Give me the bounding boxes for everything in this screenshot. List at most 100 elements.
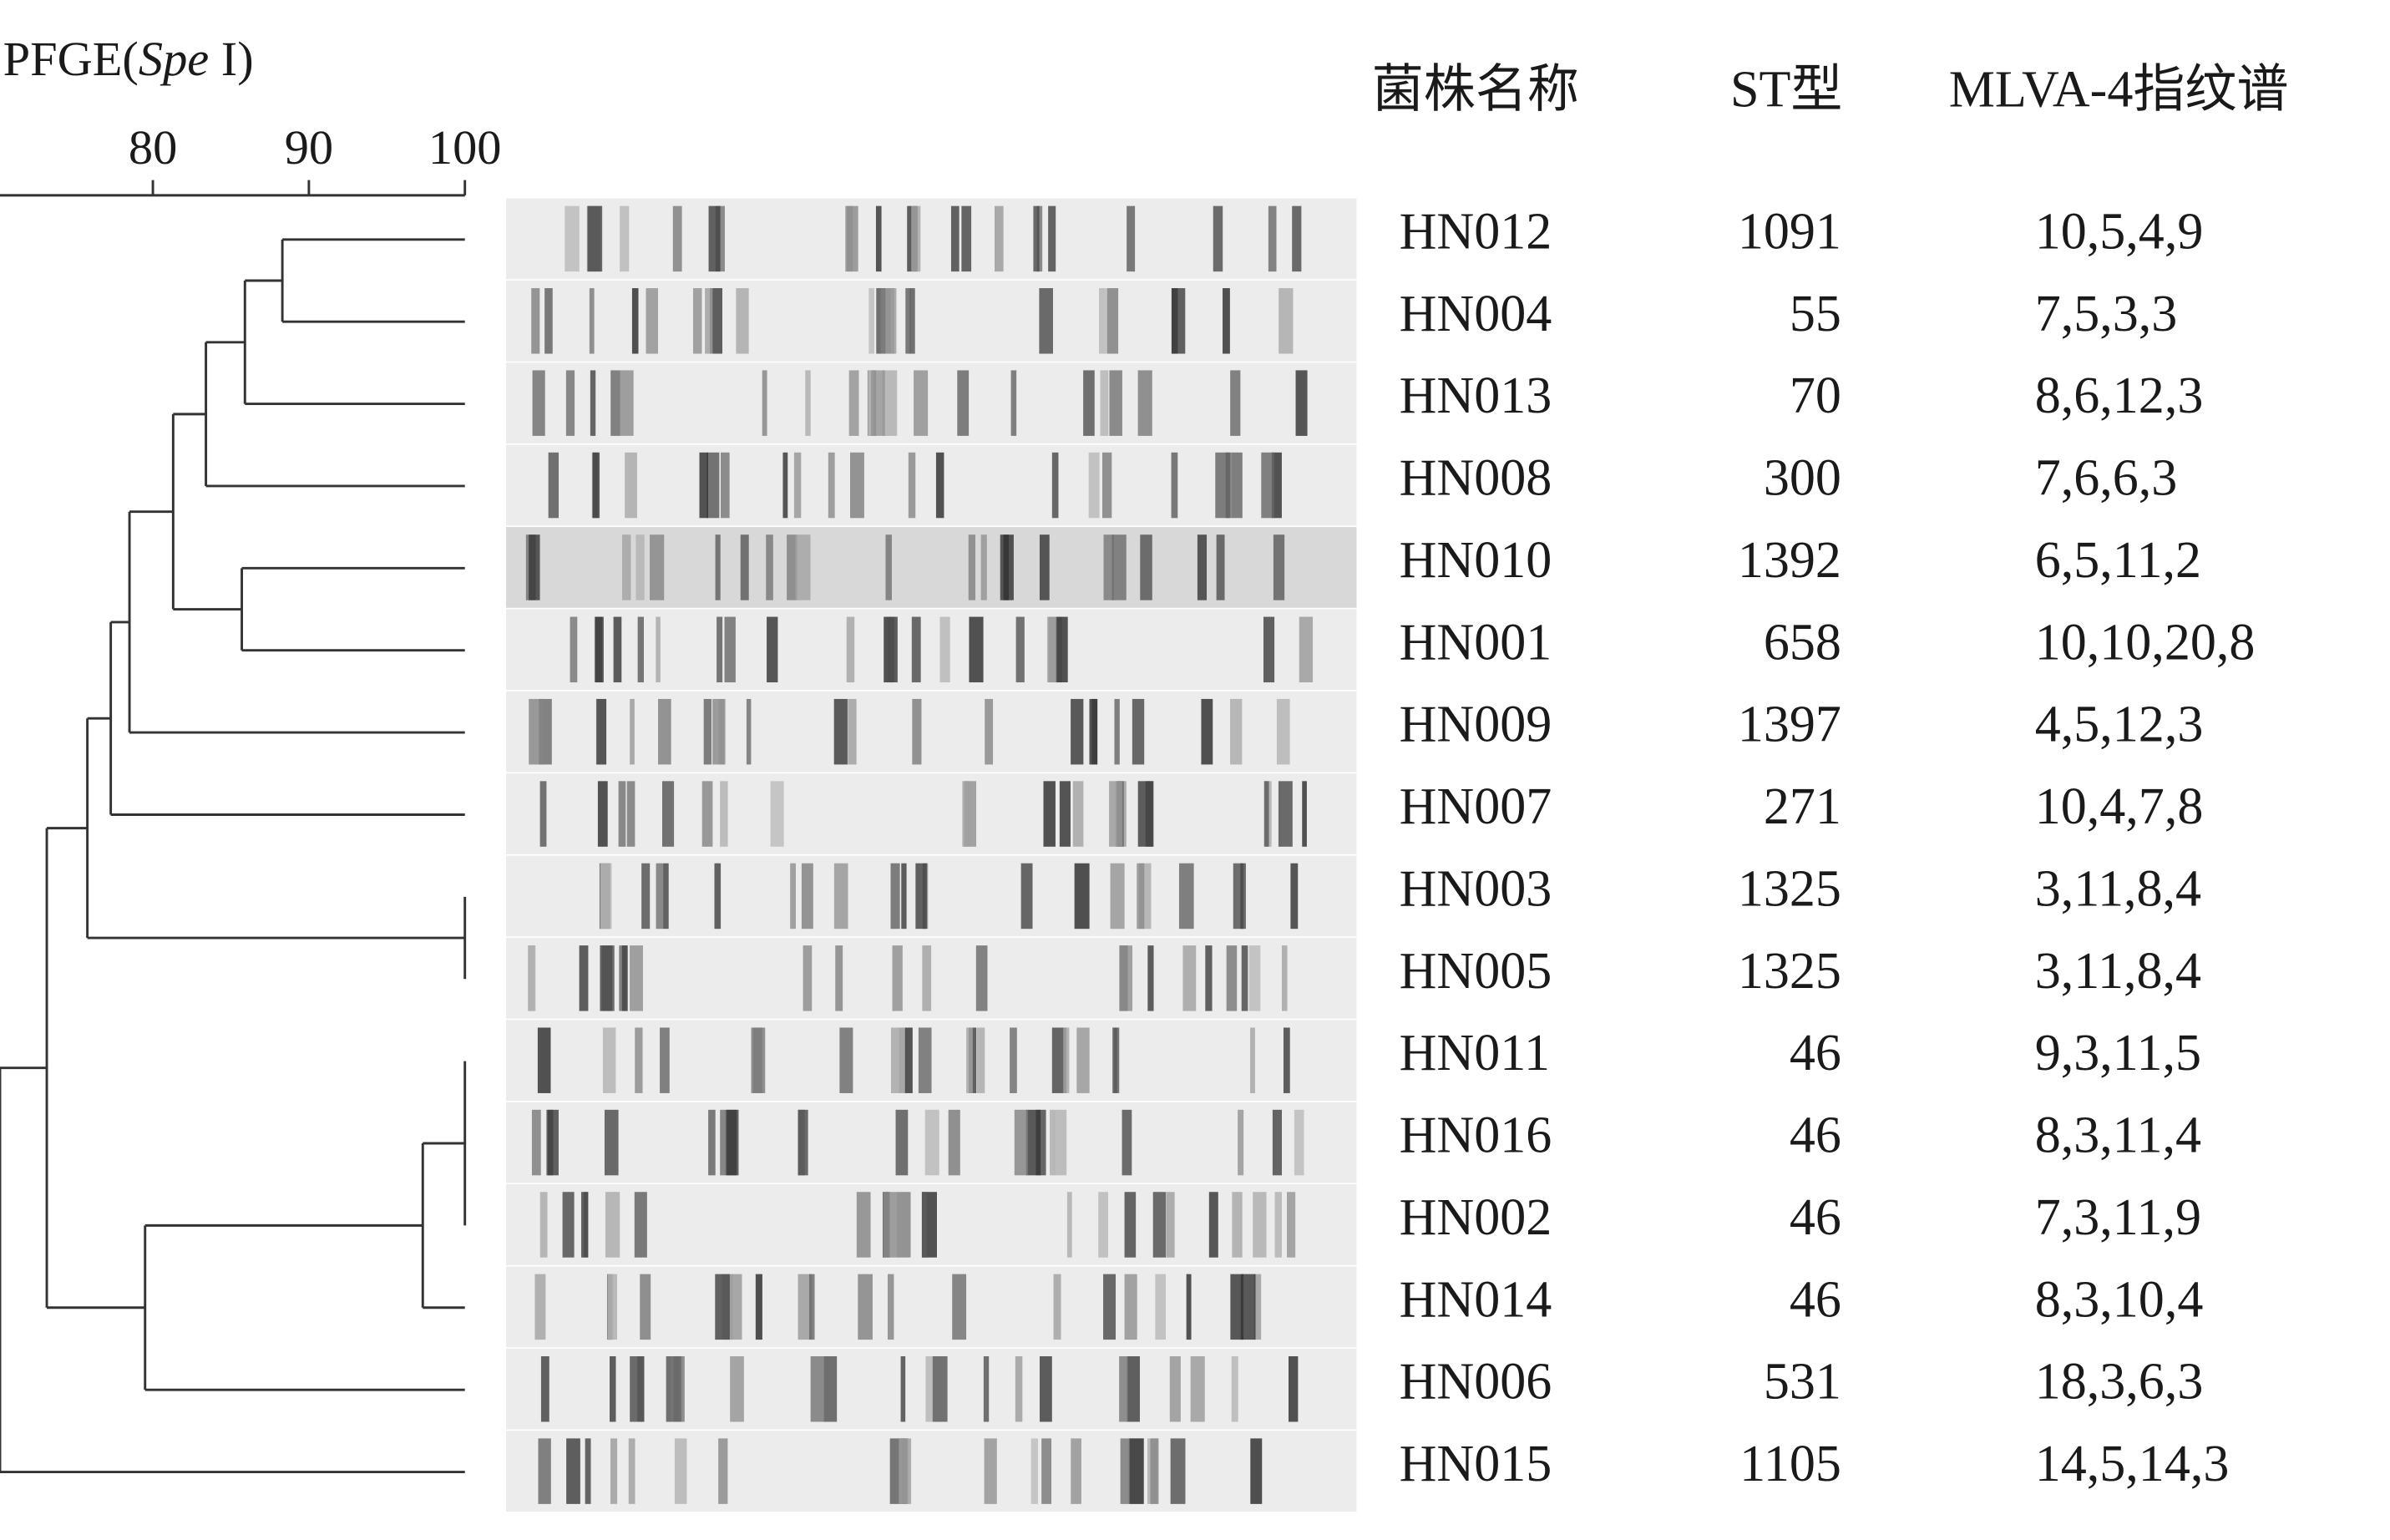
gel-band [1003, 534, 1014, 600]
scale-tick-label: 80 [129, 120, 177, 175]
gel-band [565, 370, 575, 436]
strain-name: HN009 [1400, 697, 1552, 753]
gel-band [1137, 863, 1145, 930]
gel-band [1051, 452, 1059, 519]
gel-band [1292, 205, 1302, 272]
gel-band [868, 370, 873, 436]
title-italic: Spe [139, 32, 209, 86]
gel-band [1039, 1355, 1052, 1422]
gel-band [1295, 370, 1308, 436]
strain-name: HN012 [1400, 203, 1552, 260]
st-type: 55 [1790, 286, 1841, 342]
gel-band [766, 534, 773, 600]
gel-band [828, 452, 835, 519]
gel-band [1231, 452, 1243, 519]
gel-band [590, 370, 596, 436]
gel-band [901, 863, 907, 930]
gel-lane [505, 937, 1357, 1019]
gel-band [706, 452, 720, 519]
gel-band [1273, 534, 1285, 600]
gel-band [914, 370, 929, 436]
gel-band [915, 863, 927, 930]
mlva-profile: 7,3,11,9 [2035, 1189, 2201, 1246]
gel-band [1248, 945, 1261, 1011]
gel-band [610, 1438, 618, 1504]
gel-band [1294, 1109, 1304, 1176]
gel-band [730, 1355, 744, 1422]
gel-band [728, 1274, 742, 1340]
gel-band [984, 1438, 997, 1504]
gel-band [1089, 698, 1098, 765]
gel-band [601, 945, 615, 1011]
gel-band [1102, 452, 1112, 519]
gel-band [795, 534, 811, 600]
gel-band [1071, 698, 1084, 765]
gel-band [607, 1274, 617, 1340]
gel-band [1231, 1355, 1238, 1422]
gel-lane [505, 362, 1357, 444]
gel-band [1030, 1438, 1039, 1504]
gel-band [674, 1438, 687, 1504]
gel-lane [505, 527, 1357, 608]
gel-band [1230, 370, 1241, 436]
gel-band [1208, 1192, 1218, 1258]
gel-band [740, 534, 749, 600]
gel-band [580, 1192, 589, 1258]
gel-band [925, 1355, 933, 1422]
gel-band [1124, 1192, 1137, 1258]
gel-band [658, 698, 671, 765]
strain-name: HN010 [1400, 532, 1552, 589]
gel-band [540, 1355, 549, 1422]
gel-band [661, 781, 675, 847]
gel-band [656, 863, 664, 930]
gel-band [897, 1192, 911, 1258]
gel-band [871, 370, 885, 436]
gel-band [1223, 288, 1230, 354]
gel-band [909, 288, 915, 354]
gel-band [1056, 616, 1068, 683]
gel-band [618, 781, 626, 847]
gel-band [1053, 1274, 1061, 1340]
gel-band [875, 205, 882, 272]
gel-band [566, 1438, 580, 1504]
gel-band [622, 534, 631, 600]
st-type: 1105 [1739, 1436, 1841, 1492]
gel-band [1302, 781, 1307, 847]
gel-band [793, 452, 802, 519]
gel-band [883, 1192, 898, 1258]
gel-band [1232, 1192, 1243, 1258]
gel-band [1015, 616, 1025, 683]
gel-band [1201, 698, 1213, 765]
gel-band [798, 1274, 813, 1340]
gel-band [539, 781, 547, 847]
gel-band [718, 1438, 728, 1504]
mlva-profile: 8,6,12,3 [2035, 367, 2204, 424]
gel-band [1155, 1274, 1167, 1340]
strain-name: HN005 [1400, 943, 1552, 1000]
strain-name: HN016 [1400, 1107, 1552, 1164]
gel-band [626, 781, 635, 847]
gel-band [724, 616, 736, 683]
st-type: 1392 [1738, 532, 1841, 589]
mlva-profile: 14,5,14,3 [2035, 1436, 2230, 1492]
gel-band [1253, 1192, 1267, 1258]
gel-band [548, 452, 560, 519]
gel-band [1261, 452, 1275, 519]
gel-band [720, 781, 728, 847]
gel-band [985, 698, 994, 765]
st-type: 1091 [1738, 203, 1841, 260]
gel-band [1076, 1027, 1090, 1093]
gel-band [547, 1109, 559, 1176]
gel-band [529, 698, 544, 765]
gel-band [918, 1027, 932, 1093]
gel-band [969, 616, 984, 683]
gel-band [1276, 698, 1290, 765]
gel-band [1278, 781, 1293, 847]
mlva-profile: 6,5,11,2 [2035, 532, 2201, 589]
gel-band [1137, 781, 1153, 847]
gel-band [1238, 1109, 1244, 1176]
gel-band [1240, 1274, 1256, 1340]
gel-lane [505, 691, 1357, 773]
st-type: 658 [1764, 614, 1841, 671]
